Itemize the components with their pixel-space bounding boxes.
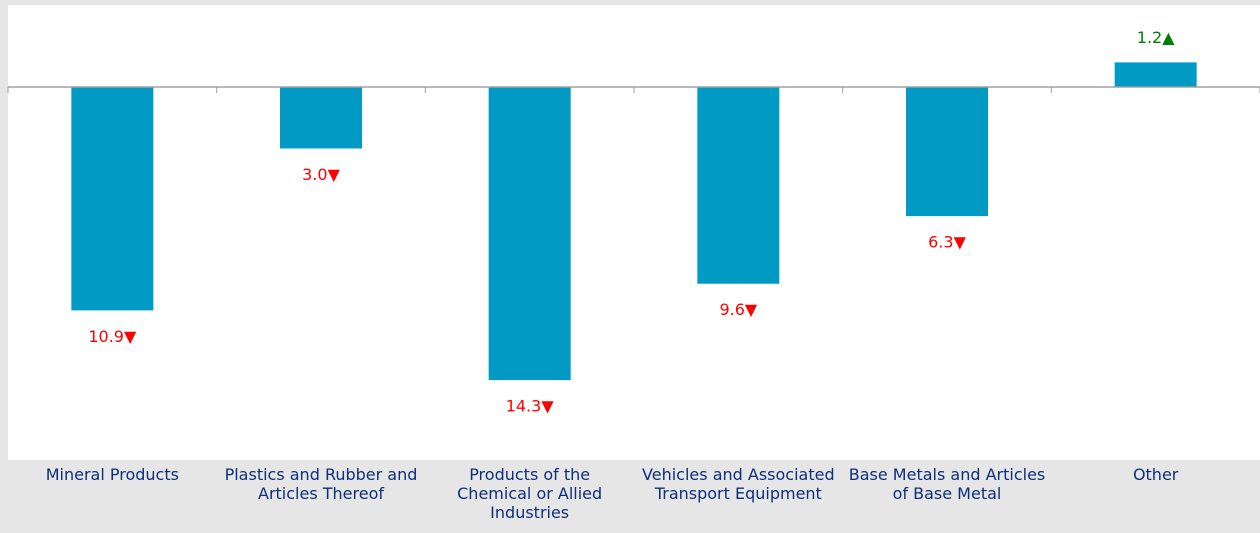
x-tick-label: Plastics and Rubber and Articles Thereof [224,465,418,503]
data-label: 6.3▼ [928,233,966,252]
bar [280,86,362,149]
data-label: 9.6▼ [719,300,757,319]
x-tick-label: Products of the Chemical or Allied Indus… [457,465,603,522]
bar [488,86,571,381]
x-tick-label: Vehicles and Associated Transport Equipm… [642,465,835,503]
x-tick-label: Base Metals and Articles of Base Metal [848,465,1046,503]
data-label: 14.3▼ [506,397,555,416]
x-tick-label: Other [1132,465,1179,484]
plot-area [8,5,1260,460]
x-tick-label: Mineral Products [45,465,179,484]
bar [71,86,154,311]
data-label: 1.2▲ [1137,28,1175,47]
data-label: 10.9▼ [88,327,137,346]
bar [697,86,780,284]
data-label: 3.0▼ [302,165,340,184]
bar [906,86,988,217]
bar [1114,62,1197,87]
